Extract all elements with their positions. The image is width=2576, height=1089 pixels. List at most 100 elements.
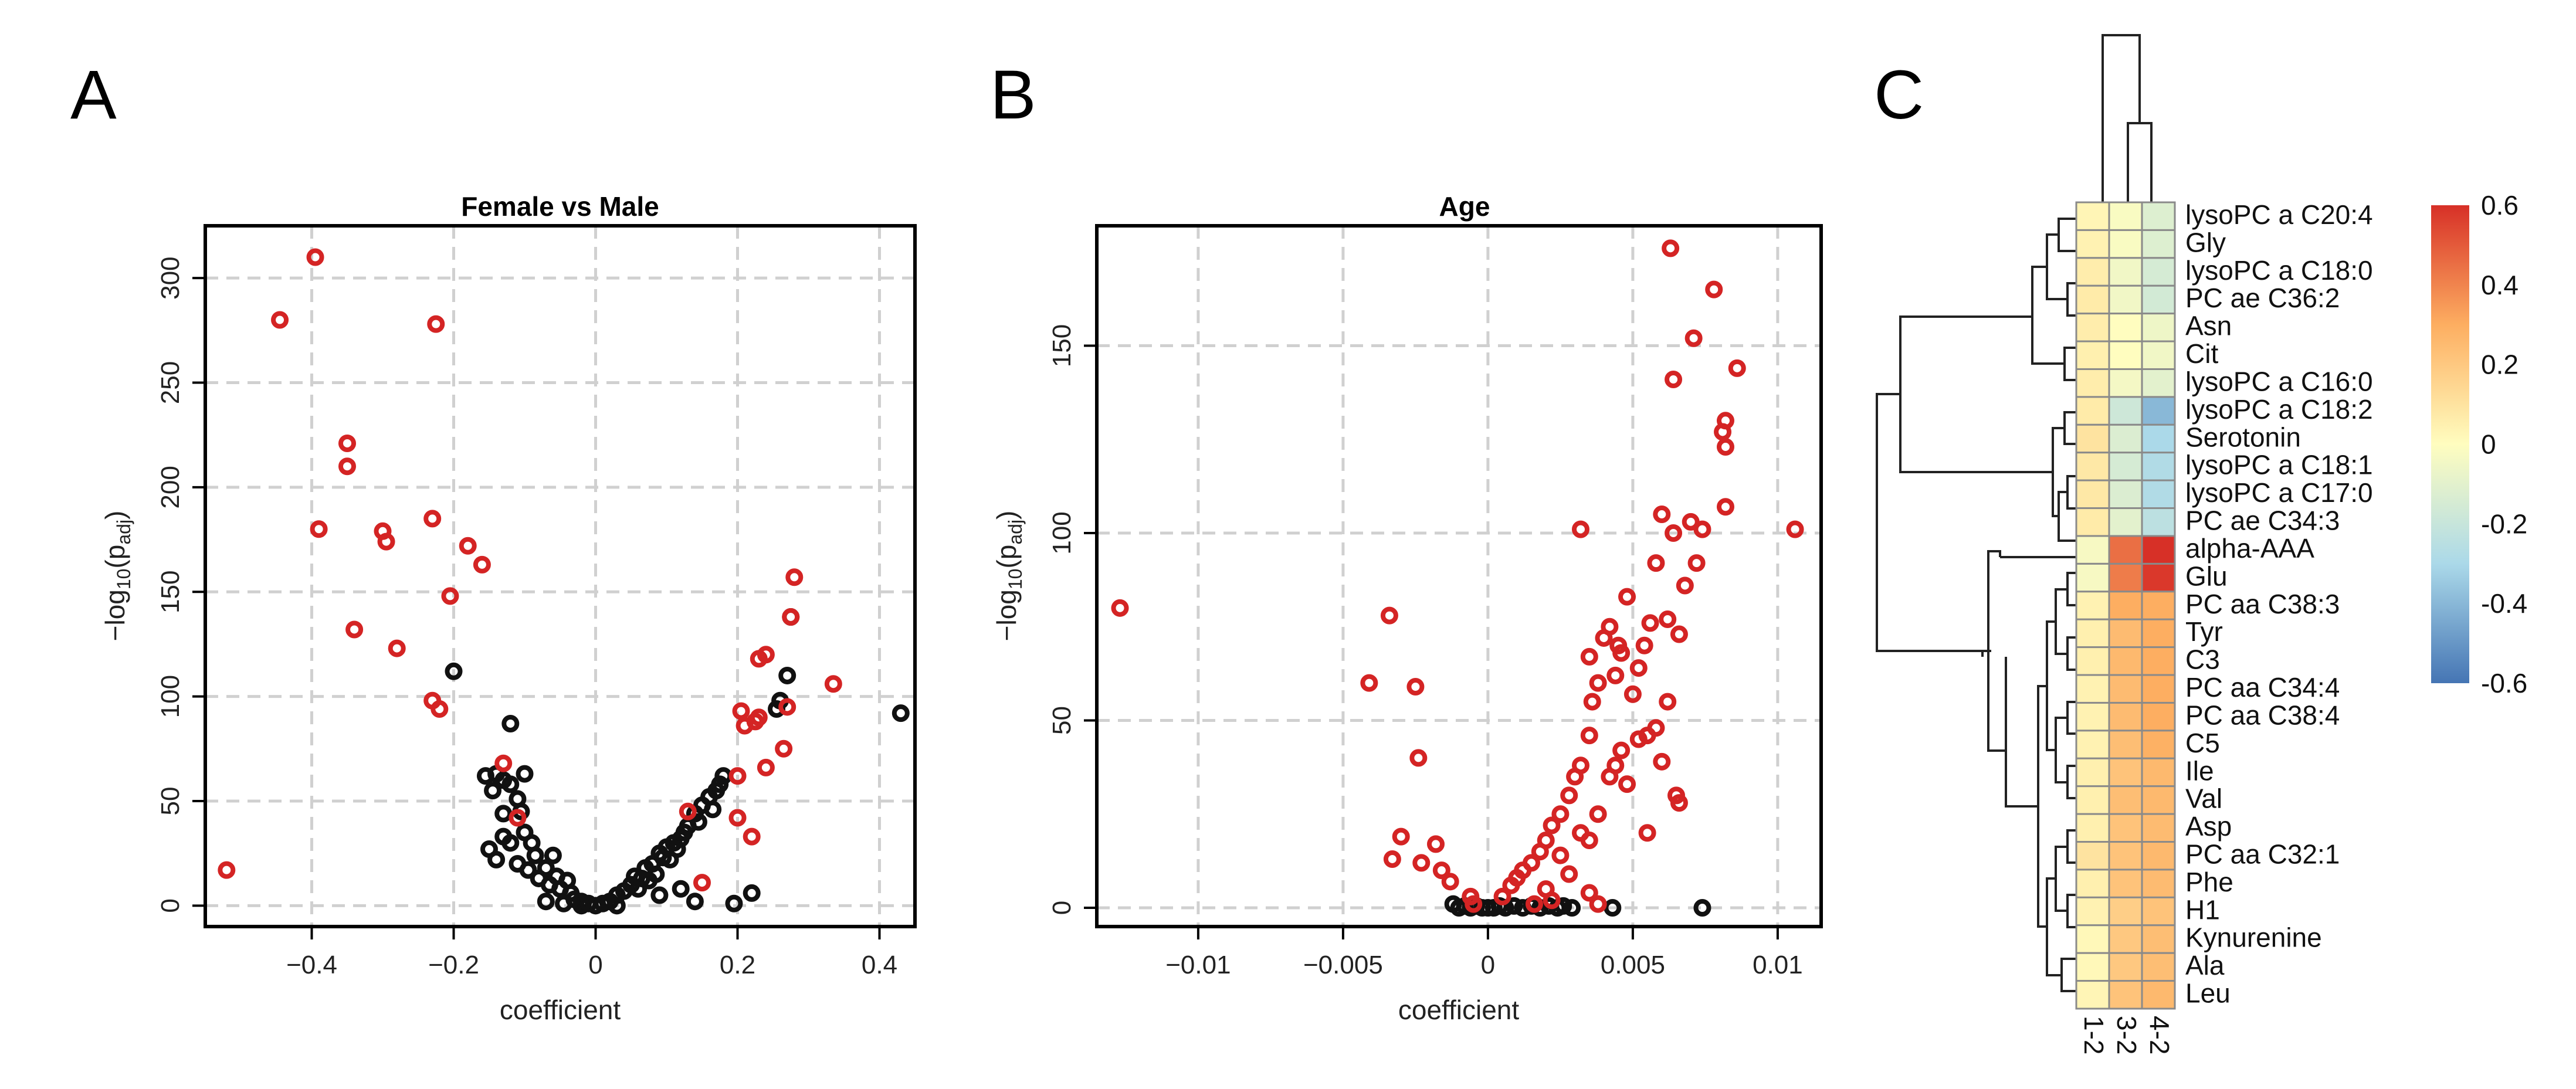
heatmap-row-label: Asp: [2185, 811, 2232, 842]
y-tick-label-a: 150: [156, 571, 185, 613]
heatmap-row-label: lysoPC a C18:1: [2185, 450, 2373, 480]
heatmap-cell: [2141, 646, 2176, 676]
data-point-significant: [1662, 239, 1680, 257]
heatmap-cell: [2075, 452, 2110, 481]
heatmap-cell: [2108, 757, 2143, 788]
data-point-significant: [1659, 610, 1677, 628]
data-point-significant: [750, 708, 768, 727]
column-dendrogram: [2102, 34, 2153, 202]
y-tick-label-a: 200: [156, 466, 185, 508]
heatmap-cell: [2141, 674, 2176, 704]
data-point-nonsignificant: [647, 865, 665, 883]
heatmap-cell: [2141, 952, 2176, 982]
data-point-significant: [1465, 895, 1483, 913]
x-ticks-b: −0.01 −0.005 0 0.005 0.01: [1165, 927, 1803, 979]
heatmap-row-label: Asn: [2185, 311, 2232, 341]
heatmap-cell: [2075, 980, 2110, 1010]
data-point-significant: [1543, 891, 1561, 910]
y-tick-label-a: 250: [156, 361, 185, 404]
data-point-significant: [732, 702, 750, 720]
plot-frame-b: [1095, 224, 1823, 928]
data-point-significant: [1670, 794, 1688, 812]
data-point-significant: [1571, 520, 1589, 538]
heatmap-cell: [2141, 340, 2176, 370]
data-point-significant: [338, 434, 356, 452]
data-point-significant: [1571, 824, 1589, 842]
heatmap-row-label: lysoPC a C17:0: [2185, 477, 2373, 508]
data-point-significant: [1589, 895, 1607, 913]
heatmap-cell: [2141, 730, 2176, 759]
heatmap-cell: [2108, 396, 2143, 426]
colorbar-tick-label: 0.4: [2481, 270, 2519, 300]
heatmap-row-label: lysoPC a C20:4: [2185, 199, 2373, 230]
heatmap-row-label: Ile: [2185, 755, 2214, 786]
heatmap-cell: [2141, 284, 2176, 315]
data-point-significant: [824, 675, 842, 693]
heatmap-cell: [2141, 869, 2176, 898]
data-point-significant: [679, 802, 697, 820]
row-dendrogram: [1876, 218, 2076, 992]
heatmap-cell: [2108, 730, 2143, 759]
grid-b: [1097, 226, 1821, 927]
heatmap-cell: [2075, 229, 2110, 259]
volcano-plot-age: Age −0.01 −0.005 0 0.005 0.01 0 50 100 150 coef…: [991, 191, 1823, 1025]
data-point-significant: [1682, 513, 1700, 531]
data-point-significant: [1360, 674, 1378, 692]
data-point-significant: [423, 510, 442, 528]
heatmap-row-label: PC aa C32:1: [2185, 839, 2340, 870]
x-tick-label-a: −0.4: [286, 951, 337, 979]
data-point-significant: [1609, 636, 1628, 654]
x-axis-label-a: coefficient: [500, 995, 621, 1025]
heatmap-cell: [2075, 396, 2110, 426]
data-point-significant: [1111, 599, 1129, 617]
data-point-nonsignificant: [725, 894, 743, 912]
data-point-significant: [757, 646, 775, 664]
heatmap-cell: [2075, 368, 2110, 398]
data-point-significant: [306, 248, 324, 266]
data-point-significant: [1629, 730, 1648, 748]
data-point-significant: [1641, 614, 1659, 632]
heatmap-row-label: Leu: [2185, 978, 2231, 1009]
heatmap-cell: [2075, 757, 2110, 788]
heatmap-cell: [2075, 562, 2110, 593]
heatmap-cell: [2141, 701, 2176, 732]
data-point-nonsignificant: [1505, 897, 1523, 915]
panel-letter-b: B: [990, 56, 1036, 134]
data-point-significant: [310, 520, 328, 538]
data-point-significant: [431, 700, 449, 718]
heatmap-cell: [2075, 730, 2110, 759]
y-tick-label-a: 50: [156, 786, 185, 815]
data-point-significant: [1647, 554, 1665, 572]
y-tick-label-a: 300: [156, 256, 185, 299]
points-a: [218, 248, 910, 915]
data-point-significant: [1612, 741, 1631, 759]
data-point-significant: [728, 767, 747, 785]
data-point-nonsignificant: [445, 662, 463, 680]
x-tick-label-a: 0.2: [720, 951, 755, 979]
data-point-significant: [494, 754, 513, 772]
heatmap-cell: [2108, 340, 2143, 370]
panel-letter-a: A: [70, 56, 117, 134]
data-point-nonsignificant: [555, 894, 573, 912]
heatmap-cell: [2141, 229, 2176, 259]
colorbar-tick-label: -0.4: [2481, 588, 2527, 619]
data-point-significant: [1583, 693, 1601, 711]
heatmap-row-label: lysoPC a C18:0: [2185, 255, 2373, 286]
heatmap-cell: [2141, 507, 2176, 537]
data-point-significant: [441, 587, 459, 605]
data-point-significant: [1432, 861, 1450, 880]
heatmap-cell: [2108, 813, 2143, 843]
heatmap-row-label: H1: [2185, 894, 2220, 925]
heatmap-cell: [2075, 646, 2110, 676]
heatmap-cell: [2141, 452, 2176, 481]
data-point-significant: [1441, 873, 1459, 891]
heatmap-cell: [2075, 507, 2110, 537]
data-point-significant: [388, 639, 406, 657]
panel-letter-c: C: [1874, 56, 1924, 134]
heatmap-cell: [2141, 980, 2176, 1010]
data-point-significant: [1580, 727, 1598, 745]
heatmap-cell: [2075, 869, 2110, 898]
data-point-nonsignificant: [672, 880, 690, 898]
heatmap-cell: [2141, 618, 2176, 649]
data-point-significant: [1714, 423, 1732, 441]
